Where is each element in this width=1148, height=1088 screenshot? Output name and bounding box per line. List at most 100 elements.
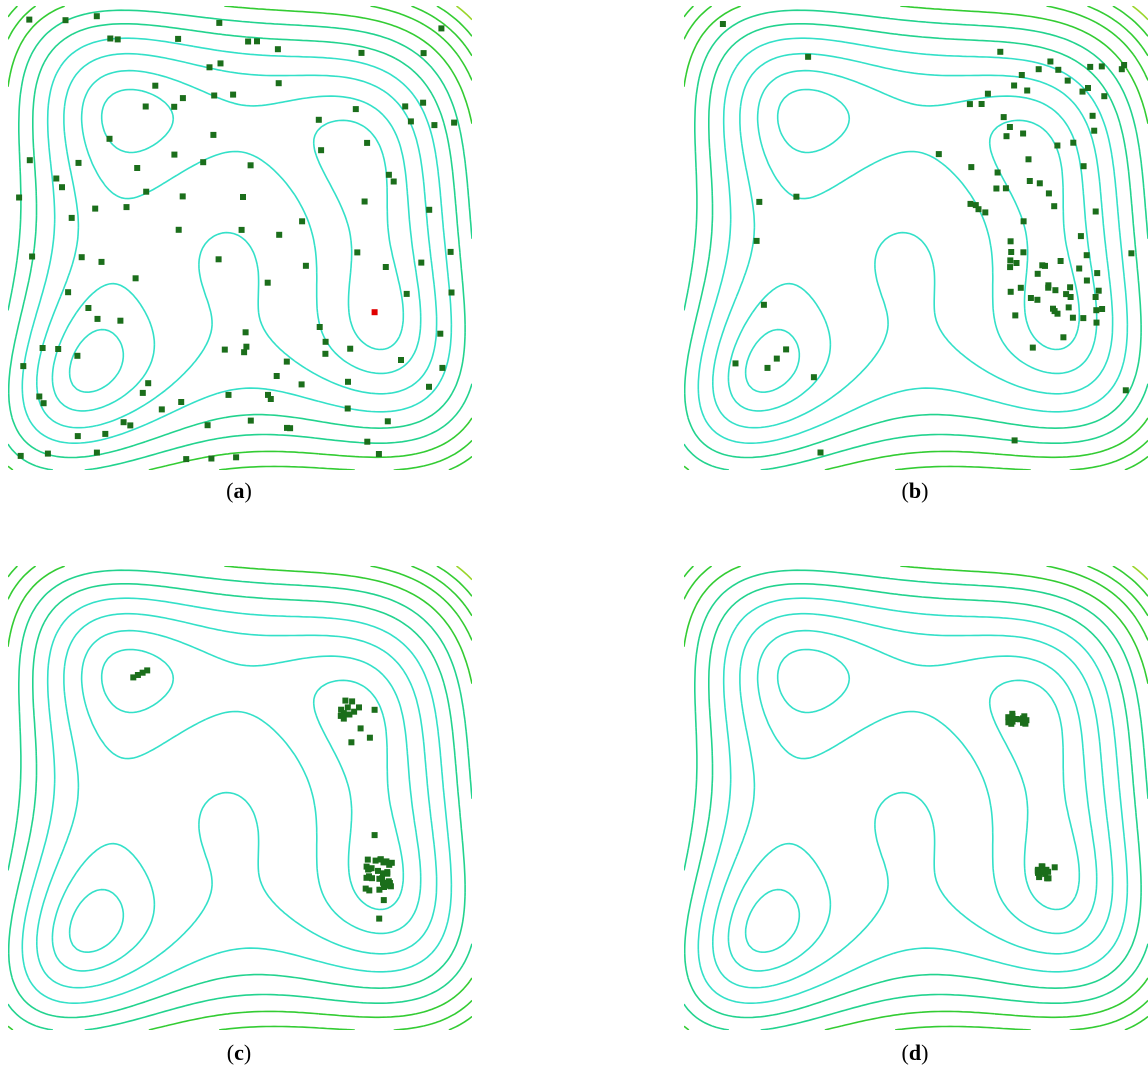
particle [1089,112,1096,119]
particle [984,90,991,97]
contour-line [456,566,472,581]
caption-d: (d) [901,1040,929,1065]
contour-line [68,88,405,393]
particle [972,202,979,209]
contour-line [684,583,1142,1019]
particle [273,373,280,379]
particle [238,226,245,233]
particle [93,449,100,456]
particle [387,883,394,890]
particle [221,346,228,353]
contour-line [436,6,472,37]
particle [247,417,254,424]
particle [1094,270,1101,277]
particle [338,706,345,713]
panel-c [8,566,472,1030]
particle [348,739,355,746]
contour-line [697,37,1129,444]
panel-b [684,6,1148,470]
particle [817,449,824,456]
contour-plot-c [8,566,472,1030]
contour-line [697,597,1129,1004]
particle [420,99,427,106]
particle [431,122,438,129]
particle [371,706,378,713]
particle [65,289,72,296]
particle [982,209,989,216]
particle [426,206,433,213]
particle [1101,93,1108,100]
particle [114,36,121,43]
particle [29,253,36,260]
particle [1054,142,1061,149]
particle [302,262,309,269]
particle [1093,307,1100,314]
particle [1011,437,1018,444]
particle [1017,284,1024,291]
particle [1034,296,1041,303]
particle [345,378,351,385]
particle [376,886,383,893]
particle [142,103,149,110]
particle [371,832,378,839]
particle [1055,66,1062,73]
particle [1128,250,1135,257]
particle [175,35,182,42]
particle [1022,720,1029,727]
particle [1099,306,1106,312]
particle [144,667,151,674]
particle [1083,252,1090,259]
particle [183,456,190,463]
particle [132,275,139,282]
particle [398,357,404,363]
particle [719,21,726,27]
particles [16,13,458,463]
contour-lines [8,566,472,1030]
particle [1060,334,1067,341]
particle [1039,262,1046,269]
particle [760,301,767,308]
contour-line [8,583,466,1019]
particle [386,861,393,868]
contour-line [8,566,472,1030]
contour-line [744,88,1081,393]
particle [384,870,391,877]
contour-line [8,566,472,1030]
particle [385,878,392,885]
particle [437,330,444,337]
particle [344,405,351,412]
particle [366,865,373,872]
particle [179,95,186,102]
particle [1020,218,1027,225]
particle [1034,866,1041,873]
contour-line [8,566,472,1030]
contour-line [727,69,1098,412]
particle [372,857,379,864]
particle [773,355,780,362]
particle [215,256,222,263]
particle [1029,344,1036,351]
contour-line [36,612,438,989]
particle [1013,716,1020,722]
particle [1013,260,1020,266]
particle [426,383,432,390]
particle [241,349,248,356]
particle [127,422,134,429]
particle [204,422,211,429]
contour-line [8,6,472,470]
particle [211,92,218,99]
particle [1038,863,1045,870]
particle [376,915,383,922]
caption-c: (c) [226,1040,252,1065]
particle [1036,180,1043,187]
particle [1002,185,1009,192]
particle [1069,314,1076,321]
contour-plot-b [684,6,1148,470]
contour-line [727,629,1098,972]
particle [74,352,81,359]
particle [20,363,27,370]
particle [217,60,224,67]
particle [106,135,113,142]
contour-line [36,52,438,429]
particle [361,198,368,205]
